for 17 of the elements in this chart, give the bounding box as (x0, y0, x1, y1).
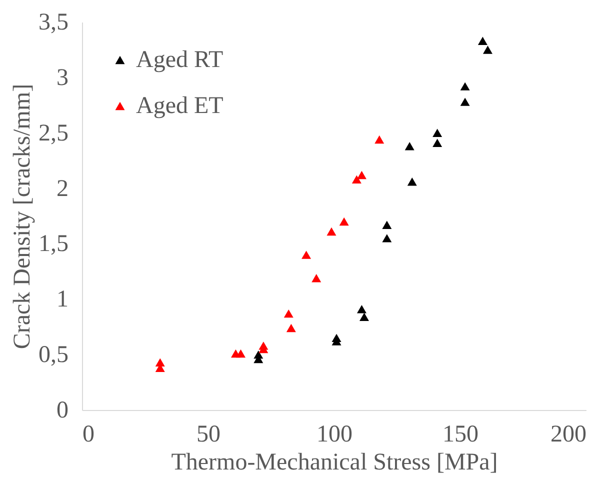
y-tick-label: 0 (56, 398, 68, 424)
x-tick-label: 50 (196, 422, 220, 448)
legend-label: Aged ET (136, 93, 224, 119)
y-axis-title: Crack Density [cracks/mm] (10, 84, 36, 350)
y-tick-label: 1 (56, 286, 68, 313)
x-tick-label: 200 (550, 422, 586, 448)
x-tick-label: 150 (442, 422, 478, 448)
y-tick-label: 1,5 (38, 231, 68, 258)
y-tick-label: 0,5 (38, 342, 68, 368)
y-tick-label: 2,5 (38, 120, 68, 146)
y-tick-label: 3,5 (38, 10, 68, 36)
legend-label: Aged RT (136, 47, 224, 73)
x-tick-label: 0 (82, 422, 94, 448)
y-tick-label: 2 (56, 176, 68, 202)
x-axis-title: Thermo-Mechanical Stress [MPa] (171, 450, 498, 476)
x-tick-label: 100 (316, 422, 352, 448)
y-tick-label: 3 (56, 64, 68, 91)
